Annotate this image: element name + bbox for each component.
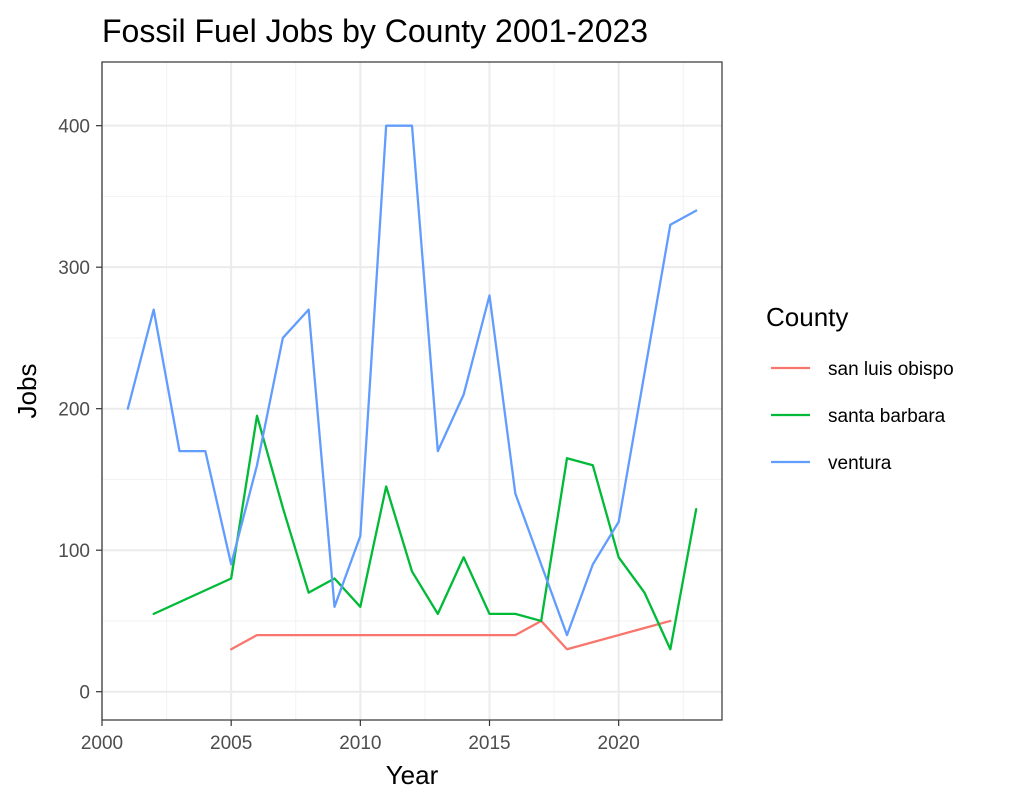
series-layer — [126, 124, 698, 651]
y-tick-label: 200 — [58, 400, 90, 421]
legend-title: County — [766, 302, 848, 332]
x-tick-label: 2020 — [598, 733, 640, 754]
y-axis-title: Jobs — [12, 364, 42, 419]
x-axis: 2000 2005 2010 2015 2020 — [81, 720, 640, 754]
major-gridlines — [101, 62, 722, 720]
x-tick-label: 2015 — [468, 733, 510, 754]
x-axis-title: Year — [386, 760, 439, 790]
series-line-santa-barbara — [152, 414, 698, 651]
x-tick-label: 2005 — [210, 733, 252, 754]
y-tick-label: 100 — [58, 541, 90, 562]
legend-label: ventura — [828, 453, 892, 474]
x-tick-label: 2010 — [339, 733, 381, 754]
x-tick-label: 2000 — [81, 733, 123, 754]
y-tick-label: 0 — [79, 683, 90, 704]
series-line-san-luis-obispo — [230, 619, 672, 651]
y-tick-label: 300 — [58, 258, 90, 279]
legend: County san luis obispo santa barbara ventu… — [766, 302, 954, 474]
legend-label: santa barbara — [828, 406, 946, 427]
minor-gridlines — [102, 62, 722, 720]
legend-label: san luis obispo — [828, 359, 954, 380]
y-tick-label: 400 — [58, 117, 90, 138]
panel-border — [101, 61, 723, 721]
chart-title: Fossil Fuel Jobs by County 2001-2023 — [102, 13, 648, 49]
y-axis: 0 100 200 300 400 — [58, 117, 102, 704]
series-line-ventura — [126, 124, 698, 637]
